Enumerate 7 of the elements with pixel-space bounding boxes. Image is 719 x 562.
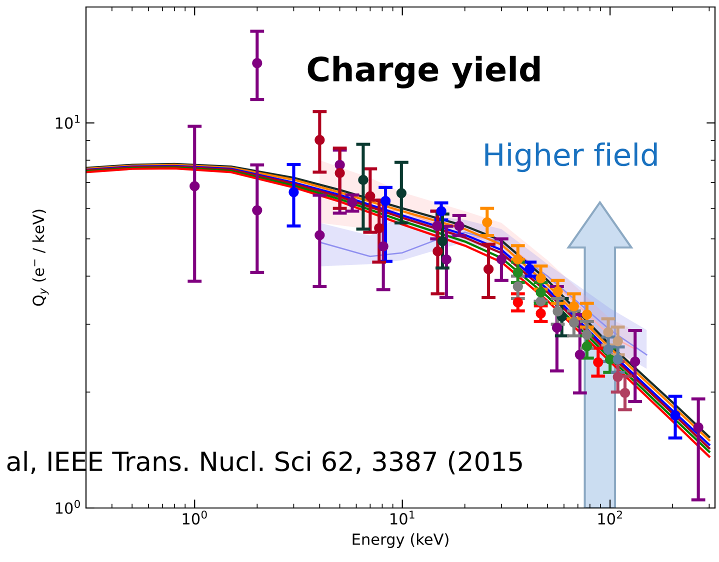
x-tick-label: 10$^{1}$: [390, 510, 414, 525]
annotation: Charge yield: [308, 56, 540, 88]
y-axis-title: Q$_{y}$ (e$^{−}$ / keV): [32, 210, 49, 306]
x-tick-label: 10$^{2}$: [598, 510, 622, 525]
x-axis-title: Energy (keV): [352, 533, 448, 548]
x-tick-label: 10$^{0}$: [182, 510, 207, 525]
annotation: Higher field: [485, 142, 657, 172]
